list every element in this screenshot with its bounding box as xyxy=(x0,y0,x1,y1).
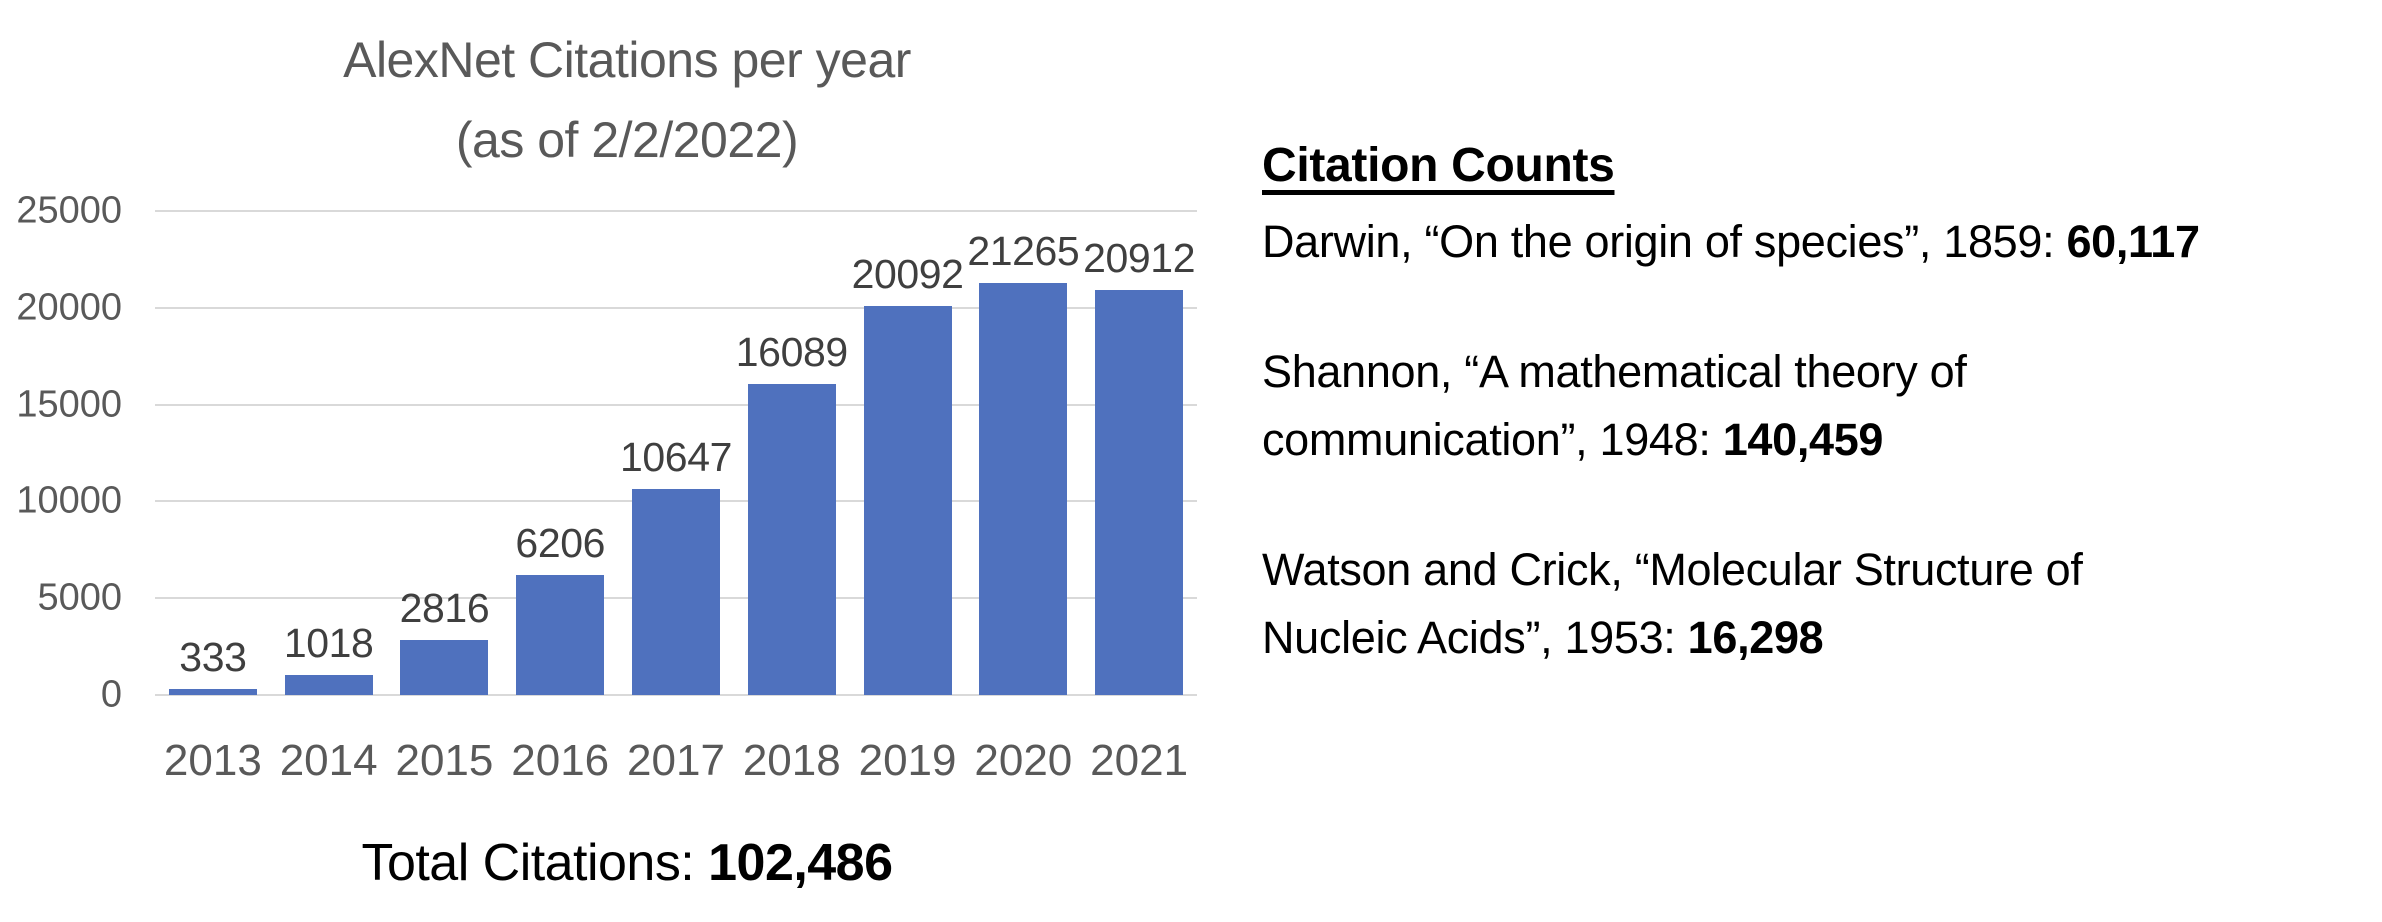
citation-entry-line: Darwin, “On the origin of species”, 1859… xyxy=(1262,216,2200,267)
citation-count-value: 16,298 xyxy=(1687,612,1824,663)
bar-2019 xyxy=(863,306,952,695)
total-citations-value: 102,486 xyxy=(708,834,893,892)
citation-entry: Shannon, “A mathematical theory of commun… xyxy=(1262,338,2382,474)
x-axis-tick-label: 2016 xyxy=(511,736,610,785)
bar-value-label: 21265 xyxy=(967,228,1080,275)
y-axis-tick-label: 5000 xyxy=(37,576,122,619)
chart-title: AlexNet Citations per year (as of 2/2/20… xyxy=(0,20,1254,180)
bar-value-label: 16089 xyxy=(735,328,848,375)
bar-2013 xyxy=(168,688,257,695)
gridline xyxy=(155,694,1197,696)
bar-value-label: 2816 xyxy=(399,585,490,632)
total-citations-label: Total Citations: xyxy=(361,834,709,892)
x-axis-tick-label: 2021 xyxy=(1090,736,1189,785)
y-axis-tick-label: 0 xyxy=(100,673,122,716)
gridline xyxy=(155,403,1197,406)
bar-2018 xyxy=(747,383,836,695)
citation-entry-line: Shannon, “A mathematical theory of xyxy=(1262,346,1967,397)
x-axis-tick-label: 2014 xyxy=(279,736,378,785)
citation-entry-line: Watson and Crick, “Molecular Structure o… xyxy=(1262,544,2083,595)
bar-2017 xyxy=(632,488,720,695)
x-axis-tick-label: 2019 xyxy=(858,736,957,785)
plot-area: 333 1018 2816 6206 10647 16089 20092 21265 20912 xyxy=(155,210,1197,696)
citation-counts-panel: Citation Counts Darwin, “On the origin o… xyxy=(1262,135,2382,672)
bar-2015 xyxy=(400,640,489,695)
bar-value-label: 333 xyxy=(179,633,247,680)
bar-2016 xyxy=(516,574,605,695)
bar-value-label: 20092 xyxy=(851,251,964,298)
x-axis-tick-label: 2018 xyxy=(742,736,841,785)
bar-value-label: 10647 xyxy=(620,433,732,480)
x-axis-tick-label: 2017 xyxy=(627,736,725,785)
bar-value-label: 20912 xyxy=(1083,235,1196,282)
y-axis-tick-label: 10000 xyxy=(16,479,122,522)
bar-2020 xyxy=(979,283,1068,695)
citation-count-value: 60,117 xyxy=(2066,216,2200,267)
bar-2014 xyxy=(284,675,373,695)
chart-title-line1: AlexNet Citations per year xyxy=(343,32,911,88)
citation-count-value: 140,459 xyxy=(1722,414,1884,465)
gridline xyxy=(155,210,1197,212)
bar-value-label: 1018 xyxy=(283,620,374,667)
x-axis: 2013 2014 2015 2016 2017 2018 2019 2020 2021 xyxy=(155,736,1197,786)
bar-2021 xyxy=(1095,290,1184,695)
y-axis-tick-label: 20000 xyxy=(16,286,122,329)
x-axis-tick-label: 2015 xyxy=(395,736,494,785)
gridline xyxy=(155,306,1197,309)
y-axis-tick-label: 15000 xyxy=(16,383,122,426)
citation-entry: Darwin, “On the origin of species”, 1859… xyxy=(1262,208,2382,276)
citation-entry: Watson and Crick, “Molecular Structure o… xyxy=(1262,536,2382,672)
chart-title-line2: (as of 2/2/2022) xyxy=(455,112,799,168)
bar-value-label: 6206 xyxy=(515,519,605,566)
y-axis: 0 5000 10000 15000 20000 25000 xyxy=(0,190,130,716)
citation-entries: Darwin, “On the origin of species”, 1859… xyxy=(1262,208,2382,672)
x-axis-tick-label: 2020 xyxy=(974,736,1073,785)
citation-entry-line: communication”, 1948: 140,459 xyxy=(1262,414,1884,465)
citation-counts-heading: Citation Counts xyxy=(1262,139,1615,192)
total-citations: Total Citations: 102,486 xyxy=(0,833,1254,893)
citation-entry-line: Nucleic Acids”, 1953: 16,298 xyxy=(1262,612,1824,663)
citations-bar-chart: AlexNet Citations per year (as of 2/2/20… xyxy=(0,20,1254,893)
y-axis-tick-label: 25000 xyxy=(16,189,122,232)
x-axis-tick-label: 2013 xyxy=(163,736,262,785)
